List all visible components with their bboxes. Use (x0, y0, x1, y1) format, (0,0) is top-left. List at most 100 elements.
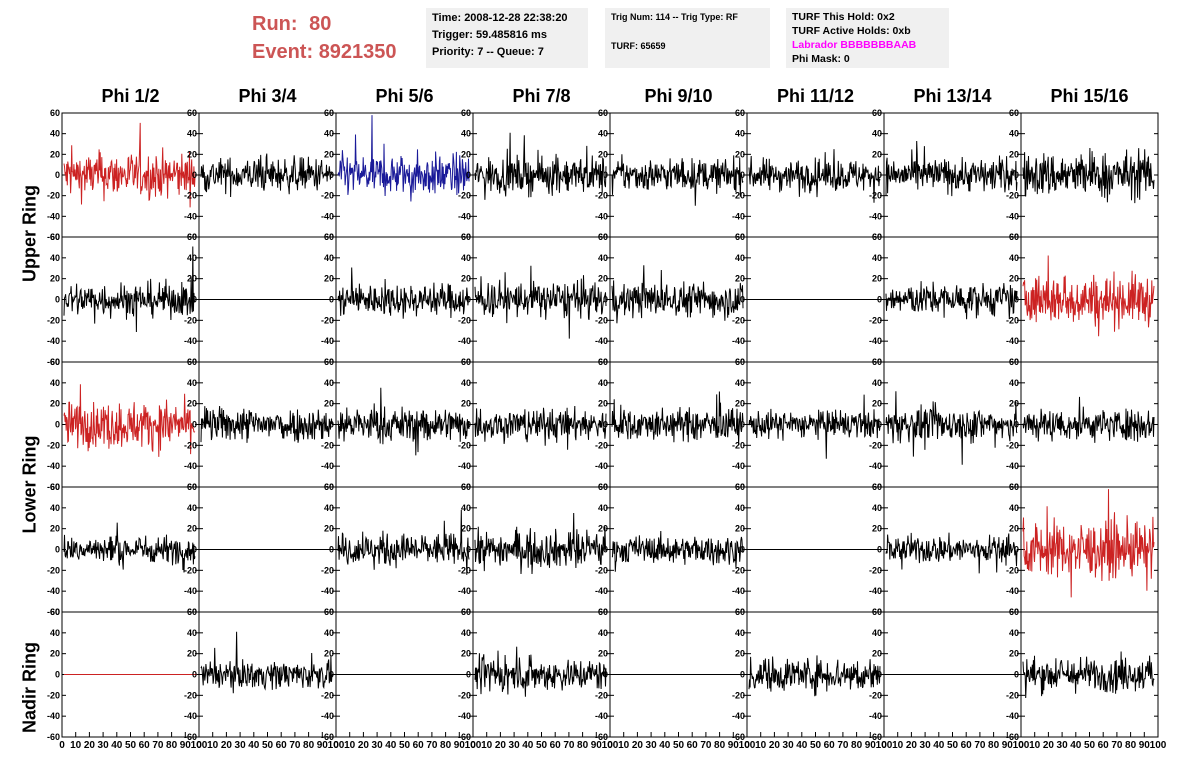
y-tick-label: -20 (184, 690, 197, 700)
y-tick-label: 40 (187, 503, 197, 513)
waveform-line (611, 154, 744, 206)
y-tick-label: -40 (458, 711, 471, 721)
x-tick-label: 80 (303, 740, 315, 751)
column-header-3: Phi 5/6 (375, 86, 434, 106)
y-tick-label: -40 (869, 211, 882, 221)
y-tick-label: 20 (598, 649, 608, 659)
y-tick-label: -60 (595, 732, 608, 742)
x-tick-label: 40 (933, 740, 945, 751)
x-tick-label: 60 (1098, 740, 1110, 751)
y-tick-label: 20 (1009, 649, 1019, 659)
x-tick-label: 70 (426, 740, 438, 751)
column-header-6: Phi 11/12 (776, 86, 855, 106)
y-tick-label: -40 (184, 461, 197, 471)
y-tick-label: -60 (732, 732, 745, 742)
y-tick-label: 0 (1014, 670, 1019, 680)
y-tick-label: 0 (466, 170, 471, 180)
y-tick-label: 20 (324, 399, 334, 409)
y-tick-label: 60 (735, 607, 745, 617)
y-tick-label: -20 (595, 191, 608, 201)
y-tick-label: 20 (1009, 149, 1019, 159)
y-tick-label: -40 (595, 336, 608, 346)
waveform-line (63, 522, 196, 573)
y-tick-label: 0 (877, 670, 882, 680)
x-tick-label: 10 (481, 740, 493, 751)
y-tick-label: 40 (187, 253, 197, 263)
y-tick-label: -20 (321, 191, 334, 201)
y-tick-label: 0 (1014, 420, 1019, 430)
waveform-line (611, 530, 744, 572)
y-tick-label: 60 (50, 607, 60, 617)
y-tick-label: 20 (187, 524, 197, 534)
y-tick-label: 40 (324, 129, 334, 139)
x-tick-label: 90 (1002, 740, 1014, 751)
y-tick-label: 40 (598, 129, 608, 139)
waveform-line (474, 405, 607, 450)
y-tick-label: 60 (50, 357, 60, 367)
y-tick-label: 60 (187, 607, 197, 617)
y-tick-label: 0 (55, 170, 60, 180)
x-tick-label: 90 (591, 740, 603, 751)
x-tick-label: 90 (1139, 740, 1151, 751)
y-tick-label: 40 (598, 503, 608, 513)
x-tick-label: 20 (495, 740, 507, 751)
x-tick-label: 50 (673, 740, 685, 751)
y-tick-label: 20 (187, 149, 197, 159)
waveform-line (474, 265, 607, 339)
y-tick-label: 60 (598, 607, 608, 617)
y-tick-label: 0 (192, 170, 197, 180)
y-tick-label: -40 (732, 461, 745, 471)
y-tick-label: -40 (321, 336, 334, 346)
y-tick-label: 40 (461, 378, 471, 388)
x-tick-label: 0 (744, 740, 750, 751)
y-tick-label: 0 (1014, 545, 1019, 555)
y-tick-label: 20 (324, 274, 334, 284)
y-tick-label: 60 (324, 232, 334, 242)
x-tick-label: 70 (837, 740, 849, 751)
x-tick-label: 50 (536, 740, 548, 751)
event-value: 8921350 (318, 41, 397, 63)
y-tick-label: 60 (50, 108, 60, 118)
y-tick-label: -20 (458, 315, 471, 325)
x-tick-label: 20 (632, 740, 644, 751)
y-tick-label: 40 (872, 129, 882, 139)
y-tick-label: 0 (877, 295, 882, 305)
x-tick-label: 30 (1057, 740, 1069, 751)
y-tick-label: -40 (595, 586, 608, 596)
y-tick-label: 60 (872, 482, 882, 492)
column-header-7: Phi 13/14 (913, 86, 992, 106)
y-tick-label: 60 (735, 108, 745, 118)
x-tick-label: 60 (550, 740, 562, 751)
x-tick-label: 90 (728, 740, 740, 751)
trig-num-text: Trig Num: 114 -- Trig Type: RF (611, 12, 738, 22)
y-tick-label: 40 (872, 628, 882, 638)
y-tick-label: 40 (50, 503, 60, 513)
priority-text: Priority: 7 -- Queue: 7 (432, 46, 544, 58)
y-tick-label: -20 (595, 565, 608, 575)
y-tick-label: -40 (595, 211, 608, 221)
y-tick-label: -40 (1006, 211, 1019, 221)
y-tick-label: 20 (735, 399, 745, 409)
y-tick-label: 0 (466, 545, 471, 555)
y-tick-label: -40 (869, 711, 882, 721)
run-value: 80 (309, 13, 332, 35)
y-tick-label: 0 (329, 670, 334, 680)
x-tick-label: 50 (1084, 740, 1096, 751)
y-tick-label: 60 (187, 232, 197, 242)
y-tick-label: 0 (1014, 295, 1019, 305)
y-tick-label: -60 (869, 732, 882, 742)
y-tick-label: 20 (187, 649, 197, 659)
y-tick-label: 20 (50, 524, 60, 534)
x-tick-label: 100 (876, 740, 893, 751)
x-tick-label: 100 (191, 740, 208, 751)
y-tick-label: -20 (869, 440, 882, 450)
turf-info-box: TURF This Hold: 0x2 TURF Active Holds: 0… (786, 8, 949, 68)
y-tick-label: 60 (50, 482, 60, 492)
